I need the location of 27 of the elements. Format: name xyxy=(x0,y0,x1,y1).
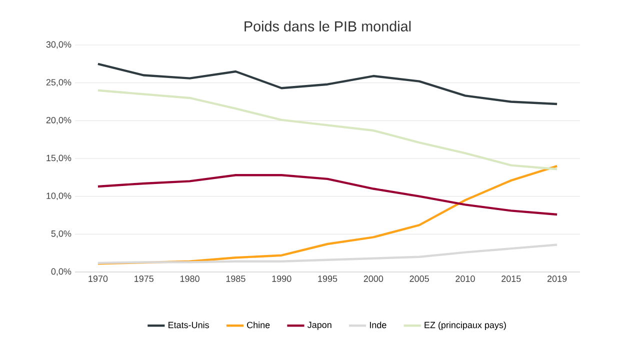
y-tick-label: 15,0% xyxy=(46,154,72,162)
y-tick-label: 20,0% xyxy=(46,116,72,124)
y-tick-label: 0,0% xyxy=(51,268,72,276)
line-series xyxy=(96,174,558,216)
x-tick-label: 1995 xyxy=(318,276,338,282)
x-tick-label: 1980 xyxy=(180,276,200,282)
y-tick-label: 10,0% xyxy=(46,192,72,200)
x-tick-label: 2019 xyxy=(547,276,567,282)
x-tick-label: 2005 xyxy=(410,276,429,282)
y-tick-label: 25,0% xyxy=(46,79,72,87)
line-series xyxy=(96,164,558,265)
y-tick-label: 30,0% xyxy=(46,41,72,49)
legend-label: EZ (principaux pays) xyxy=(424,322,506,330)
x-tick-label: 1975 xyxy=(134,276,154,282)
chart-title: Poids dans le PIB mondial xyxy=(244,20,411,32)
legend-label: Etats-Unis xyxy=(168,322,209,328)
legend-label: Inde xyxy=(370,322,386,328)
line-series xyxy=(96,62,558,106)
y-tick-label: 5,0% xyxy=(51,230,72,238)
legend-label: Japon xyxy=(308,322,332,330)
legend-label: Chine xyxy=(247,322,270,328)
x-tick-label: 1990 xyxy=(272,276,292,282)
x-tick-label: 1985 xyxy=(226,276,246,282)
x-tick-label: 2010 xyxy=(456,276,475,282)
x-tick-label: 2000 xyxy=(364,276,384,282)
x-tick-label: 2015 xyxy=(502,276,521,282)
x-tick-label: 1970 xyxy=(88,276,108,282)
